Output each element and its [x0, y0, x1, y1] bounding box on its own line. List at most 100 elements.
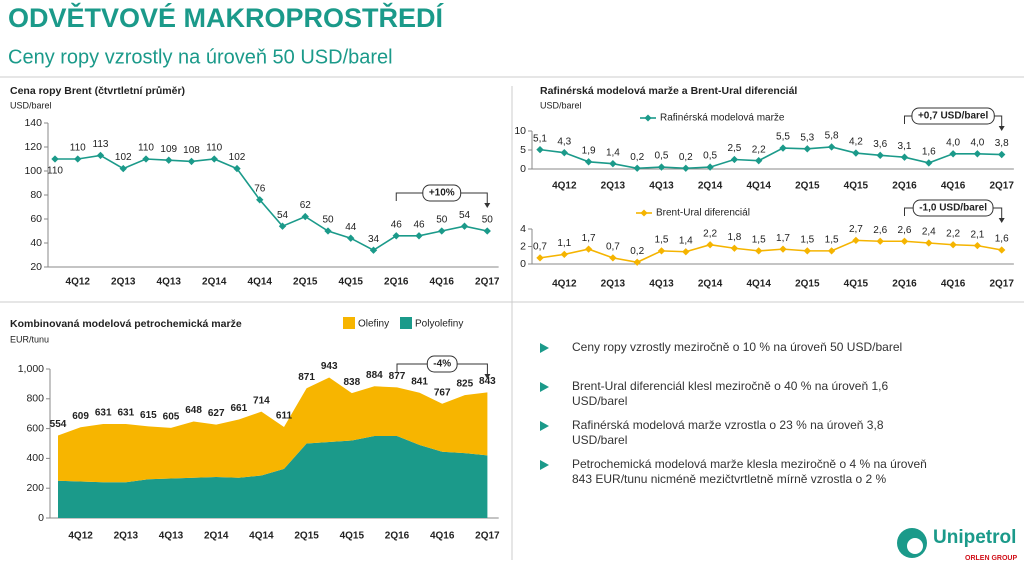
- x-tick-label: 4Q14: [746, 279, 771, 290]
- y-tick-label: 40: [30, 237, 42, 249]
- y-axis-label: USD/barel: [540, 100, 582, 110]
- x-tick-label: 4Q16: [430, 531, 455, 542]
- data-label: 0,7: [606, 242, 620, 253]
- marker: [900, 237, 909, 245]
- legend-label: Rafinérská modelová marže: [660, 113, 785, 124]
- data-label: 2,5: [727, 143, 741, 154]
- annotation: -4%: [433, 359, 451, 370]
- logo-name: Unipetrol: [933, 527, 1016, 548]
- total-label: 611: [276, 411, 293, 422]
- marker: [706, 241, 714, 249]
- marker: [536, 145, 544, 154]
- marker: [584, 245, 593, 253]
- marker: [900, 153, 909, 161]
- x-tick-label: 4Q13: [649, 279, 674, 290]
- data-label: 2,6: [873, 225, 887, 236]
- marker: [998, 150, 1006, 159]
- bullet-text: Ceny ropy vzrostly meziročně o 10 % na ú…: [572, 340, 902, 354]
- data-label: 1,6: [922, 147, 936, 158]
- data-label: 4,0: [946, 137, 960, 148]
- bullet-arrow: [540, 343, 549, 353]
- marker: [256, 196, 264, 204]
- line: [55, 154, 488, 252]
- marker: [682, 164, 690, 172]
- marker: [730, 244, 739, 252]
- line: [539, 146, 1002, 170]
- x-tick-label: 4Q12: [66, 277, 91, 288]
- data-label: 5,8: [825, 131, 839, 142]
- total-label: 841: [411, 376, 428, 387]
- x-tick-label: 4Q14: [746, 181, 771, 192]
- marker: [51, 155, 59, 163]
- x-tick-label: 2Q13: [601, 181, 626, 192]
- total-label: 615: [140, 410, 157, 421]
- marker: [324, 227, 332, 235]
- total-label: 877: [389, 371, 406, 382]
- data-label: 2,2: [703, 228, 717, 239]
- marker: [74, 155, 82, 163]
- marker: [852, 236, 860, 245]
- marker: [852, 149, 860, 157]
- x-tick-label: 2Q14: [698, 181, 723, 192]
- data-label: 2,2: [946, 228, 960, 239]
- y-tick-label: 80: [30, 189, 42, 201]
- x-tick-label: 2Q13: [114, 531, 139, 542]
- marker: [657, 163, 666, 171]
- x-tick-label: 2Q17: [475, 277, 500, 288]
- x-tick-label: 4Q13: [157, 277, 182, 288]
- y-tick-label: 60: [30, 213, 42, 225]
- data-label: 46: [413, 219, 425, 230]
- marker: [609, 254, 617, 262]
- line: [539, 239, 1002, 264]
- data-label: 108: [183, 145, 200, 156]
- marker: [803, 145, 811, 153]
- x-tick-label: 4Q12: [552, 279, 577, 290]
- legend-marker: [644, 114, 652, 122]
- x-tick-label: 4Q14: [248, 277, 273, 288]
- legend-label: Brent-Ural diferenciál: [656, 208, 750, 219]
- x-tick-label: 4Q12: [68, 531, 93, 542]
- y-tick-label: 0: [520, 163, 526, 175]
- marker: [755, 247, 763, 255]
- data-label: 50: [436, 215, 448, 226]
- y-axis-label: USD/barel: [10, 100, 52, 110]
- y-tick-label: 0: [38, 512, 44, 524]
- x-tick-label: 4Q15: [844, 279, 869, 290]
- x-tick-label: 2Q17: [989, 279, 1014, 290]
- data-label: 1,5: [752, 235, 766, 246]
- data-label: 3,8: [995, 138, 1009, 149]
- x-tick-label: 2Q13: [601, 279, 626, 290]
- marker: [392, 232, 400, 240]
- data-label: 110: [206, 143, 222, 154]
- y-tick-label: 400: [26, 452, 44, 464]
- annotation-arrow: [484, 374, 491, 379]
- marker: [187, 157, 196, 166]
- marker: [925, 239, 933, 247]
- y-tick-label: 800: [26, 393, 44, 405]
- annotation-box: [426, 355, 458, 373]
- annotation-box: [422, 184, 462, 202]
- data-label: 2,7: [849, 224, 863, 235]
- data-label: 5,1: [533, 133, 547, 144]
- data-label: 50: [482, 215, 494, 226]
- data-label: 1,7: [776, 233, 790, 244]
- data-label: 1,4: [606, 147, 620, 158]
- y-axis-label: EUR/tunu: [10, 334, 49, 344]
- total-label: 843: [479, 376, 496, 387]
- y-tick-label: 4: [520, 223, 526, 235]
- total-label: 605: [163, 411, 180, 422]
- marker: [584, 158, 593, 166]
- marker: [96, 151, 105, 160]
- logo: Unipetrol ORLEN GROUP: [897, 527, 1022, 562]
- total-label: 767: [434, 387, 451, 398]
- marker: [233, 164, 241, 173]
- x-tick-label: 2Q13: [111, 277, 136, 288]
- data-label: 1,6: [995, 234, 1009, 245]
- marker: [483, 227, 491, 235]
- data-label: 3,1: [898, 141, 912, 152]
- data-label: 0,2: [630, 246, 644, 257]
- data-label: 2,4: [922, 227, 936, 238]
- marker: [973, 150, 982, 158]
- x-tick-label: 4Q12: [552, 181, 577, 192]
- data-label: 102: [115, 152, 132, 163]
